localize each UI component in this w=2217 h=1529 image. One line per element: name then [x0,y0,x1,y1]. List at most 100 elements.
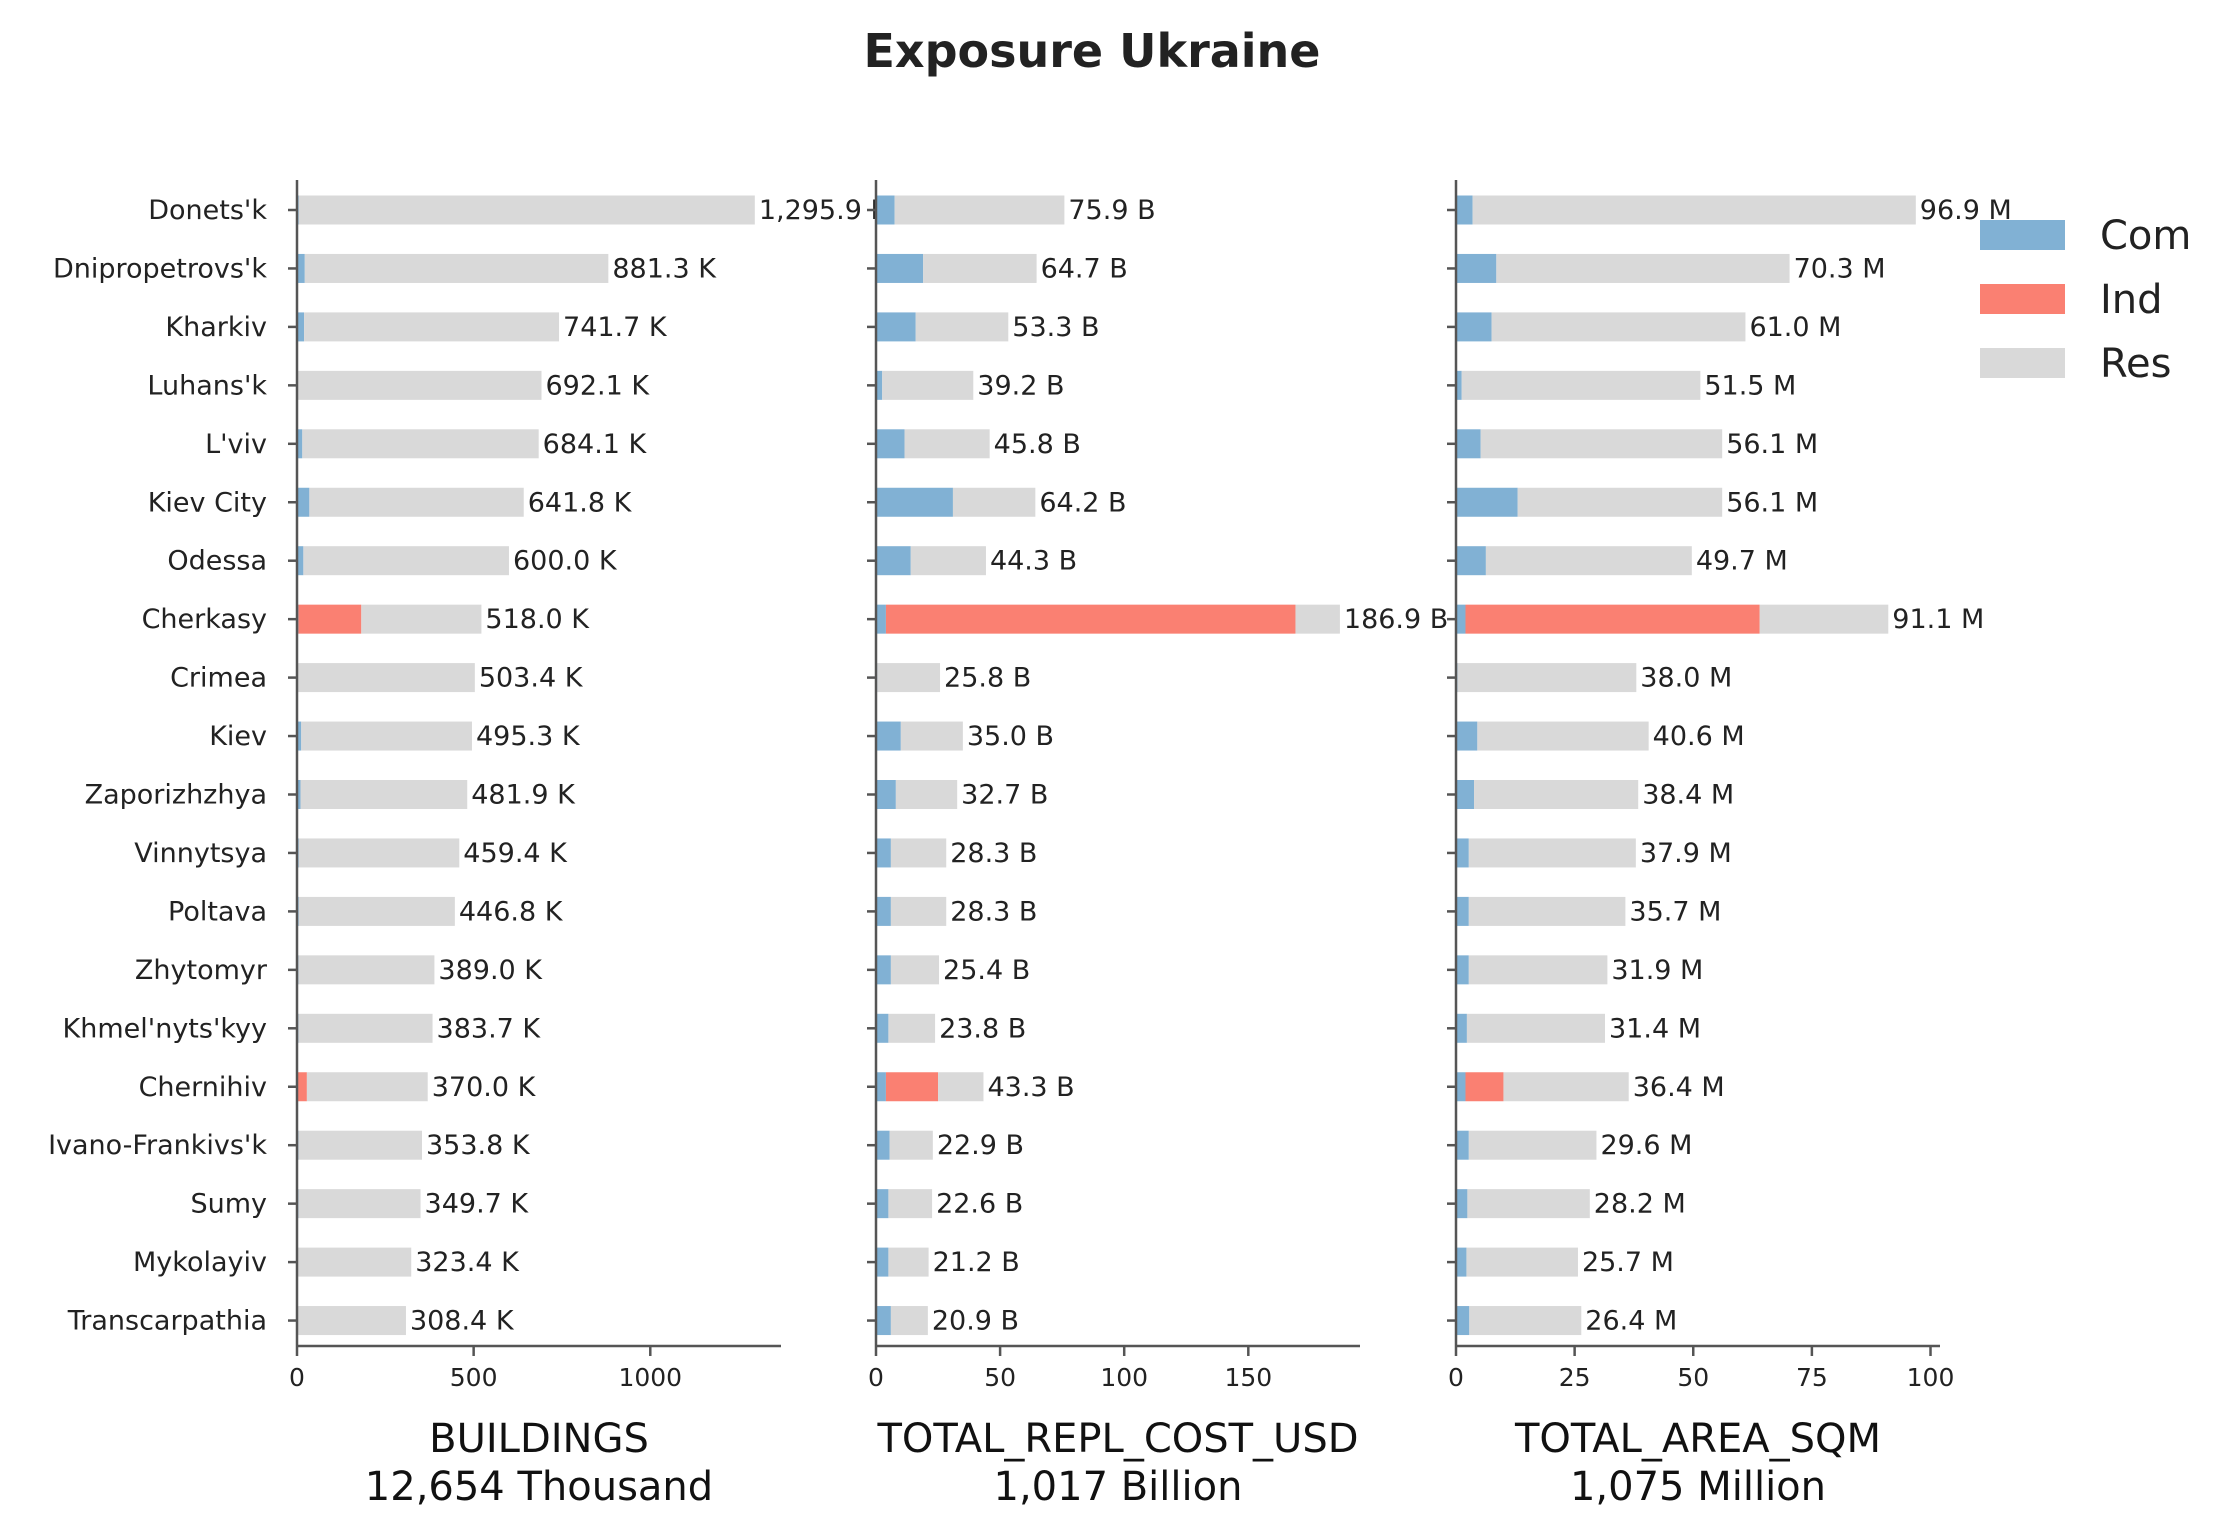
data-label: 61.0 M [1749,312,1841,343]
category-label: Cherkasy [142,604,267,635]
bar-com [1456,429,1481,459]
bar-res [304,253,609,283]
category-label: L'viv [205,429,267,460]
bar-res [309,487,524,517]
bar-res [300,780,468,809]
bar-com [1456,312,1492,342]
bar-com [1456,546,1486,576]
category-label: Zhytomyr [135,955,268,986]
bar-ind [1465,1072,1504,1102]
category-label: Crimea [170,663,267,694]
data-label: 51.5 M [1704,370,1796,401]
data-label: 389.0 K [438,955,543,986]
data-label: 22.6 B [936,1189,1023,1220]
legend-swatch-ind [1980,284,2065,314]
bar-com [297,487,310,517]
bar-res [1491,312,1746,342]
category-label: Poltava [168,896,267,927]
bar-res [1472,195,1916,225]
bar-com [297,546,304,576]
data-label: 38.4 M [1642,780,1734,811]
bar-res [888,1189,933,1219]
data-label: 26.4 M [1585,1306,1677,1337]
data-label: 35.7 M [1629,896,1721,927]
bar-com [876,780,896,809]
data-label: 518.0 K [485,604,590,635]
bar-res [904,429,990,459]
bar-com [876,546,911,576]
bar-com [876,721,901,751]
bar-res [888,1247,929,1277]
bar-res [303,546,509,576]
bar-res [915,312,1009,342]
bar-com [297,312,305,342]
bar-com [876,487,953,517]
data-label: 383.7 K [437,1013,542,1044]
bar-res [1503,1072,1629,1102]
bar-res [1477,721,1649,751]
bar-res [298,955,435,985]
category-label: Zaporizhzhya [85,780,267,811]
data-label: 44.3 B [990,546,1077,577]
bar-res [889,1130,933,1160]
x-tick-label: 50 [984,1363,1016,1392]
bar-res [1468,1130,1597,1160]
bar-res [1466,1247,1578,1277]
bar-res [1466,1013,1605,1043]
category-label: Kharkiv [165,312,267,343]
legend-label-com: Com [2100,213,2191,259]
bar-com [297,429,303,459]
data-label: 43.3 B [987,1072,1074,1103]
data-label: 70.3 M [1794,253,1886,284]
category-label: Kiev [209,721,267,752]
bar-res [882,370,974,400]
category-label: Kiev City [148,487,267,518]
bar-com [1456,955,1469,985]
data-label: 31.4 M [1609,1013,1701,1044]
data-label: 38.0 M [1640,663,1732,694]
bar-com [876,1072,886,1102]
x-axis-label: BUILDINGS [429,1416,649,1462]
data-label: 64.7 B [1041,253,1128,284]
bar-res [298,370,542,400]
bar-com [1456,780,1475,809]
bar-res [304,312,560,342]
legend-swatch-res [1980,348,2065,378]
data-label: 29.6 M [1600,1130,1692,1161]
data-label: 22.9 B [937,1130,1024,1161]
bar-res [900,721,963,751]
data-label: 495.3 K [476,721,581,752]
panel-2: 75.9 B 64.7 B 53.3 B 39.2 B 45.8 B 64.2 B 44.3… [867,180,1448,1510]
data-label: 32.7 B [961,780,1048,811]
bar-res [1468,838,1636,868]
x-tick-label: 500 [450,1363,498,1392]
data-label: 323.4 K [415,1247,520,1278]
category-label: Luhans'k [147,370,267,401]
legend-swatch-com [1980,220,2065,250]
data-label: 370.0 K [432,1072,537,1103]
data-label: 75.9 B [1068,195,1155,226]
data-label: 49.7 M [1696,546,1788,577]
category-label: Mykolayiv [133,1247,267,1278]
bar-res [1468,896,1626,926]
data-label: 308.4 K [410,1306,515,1337]
bar-com [876,429,905,459]
data-label: 741.7 K [563,312,668,343]
x-tick-label: 100 [1100,1363,1148,1392]
data-label: 641.8 K [528,487,633,518]
bar-res [1517,487,1723,517]
bar-res [306,1072,428,1102]
bar-res [938,1072,984,1102]
bar-com [1456,721,1478,751]
x-axis-total: 12,654 Thousand [365,1464,713,1510]
data-label: 25.8 B [944,663,1031,694]
x-tick-label: 150 [1224,1363,1272,1392]
bar-com [1456,838,1469,868]
bar-com [876,253,924,283]
data-label: 28.3 B [950,838,1037,869]
bar-res [298,663,475,693]
bar-com [876,1013,889,1043]
